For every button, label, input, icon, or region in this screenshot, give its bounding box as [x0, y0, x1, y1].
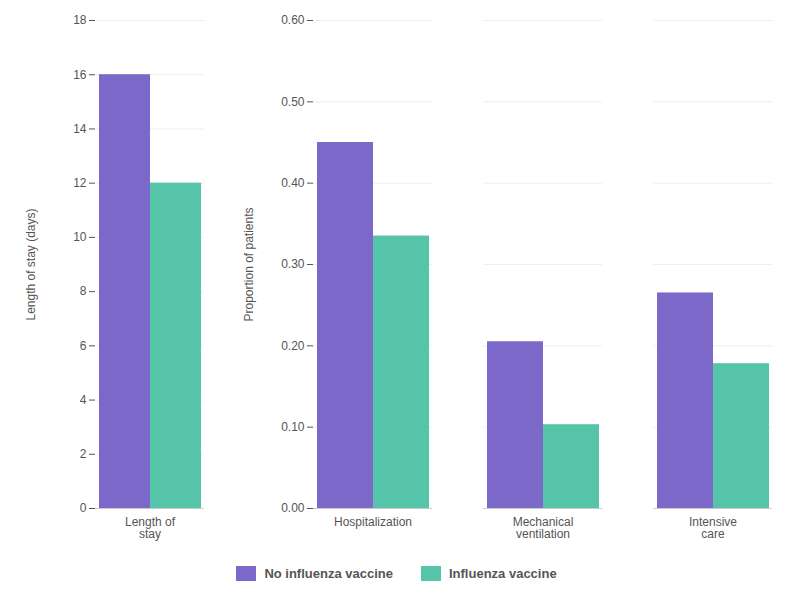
svg-text:Mechanicalventilation: Mechanicalventilation — [513, 515, 574, 541]
svg-text:16: 16 — [73, 68, 87, 82]
svg-text:10: 10 — [73, 230, 87, 244]
svg-text:0.40: 0.40 — [281, 176, 305, 190]
svg-text:0.30: 0.30 — [281, 257, 305, 271]
svg-text:12: 12 — [73, 176, 87, 190]
svg-text:0.50: 0.50 — [281, 95, 305, 109]
svg-text:0.20: 0.20 — [281, 339, 305, 353]
html-text:Influenza vaccine: Influenza vaccine — [449, 566, 557, 581]
svg-text:Intensivecare: Intensivecare — [689, 515, 737, 541]
svg-text:Proportion of patients: Proportion of patients — [242, 207, 256, 321]
svg-text:8: 8 — [80, 284, 87, 298]
svg-text:4: 4 — [80, 393, 87, 407]
svg-text:Hospitalization: Hospitalization — [334, 515, 412, 529]
html-text:No influenza vaccine: No influenza vaccine — [264, 566, 393, 581]
svg-text:0.00: 0.00 — [281, 501, 305, 515]
svg-text:0.10: 0.10 — [281, 420, 305, 434]
svg-text:18: 18 — [73, 13, 87, 27]
svg-text:14: 14 — [73, 122, 87, 136]
svg-text:Length of stay (days): Length of stay (days) — [24, 208, 38, 320]
svg-text:0: 0 — [80, 501, 87, 515]
svg-text:2: 2 — [80, 447, 87, 461]
svg-text:Length ofstay: Length ofstay — [125, 515, 176, 541]
svg-text:0.60: 0.60 — [281, 13, 305, 27]
svg-text:6: 6 — [80, 339, 87, 353]
